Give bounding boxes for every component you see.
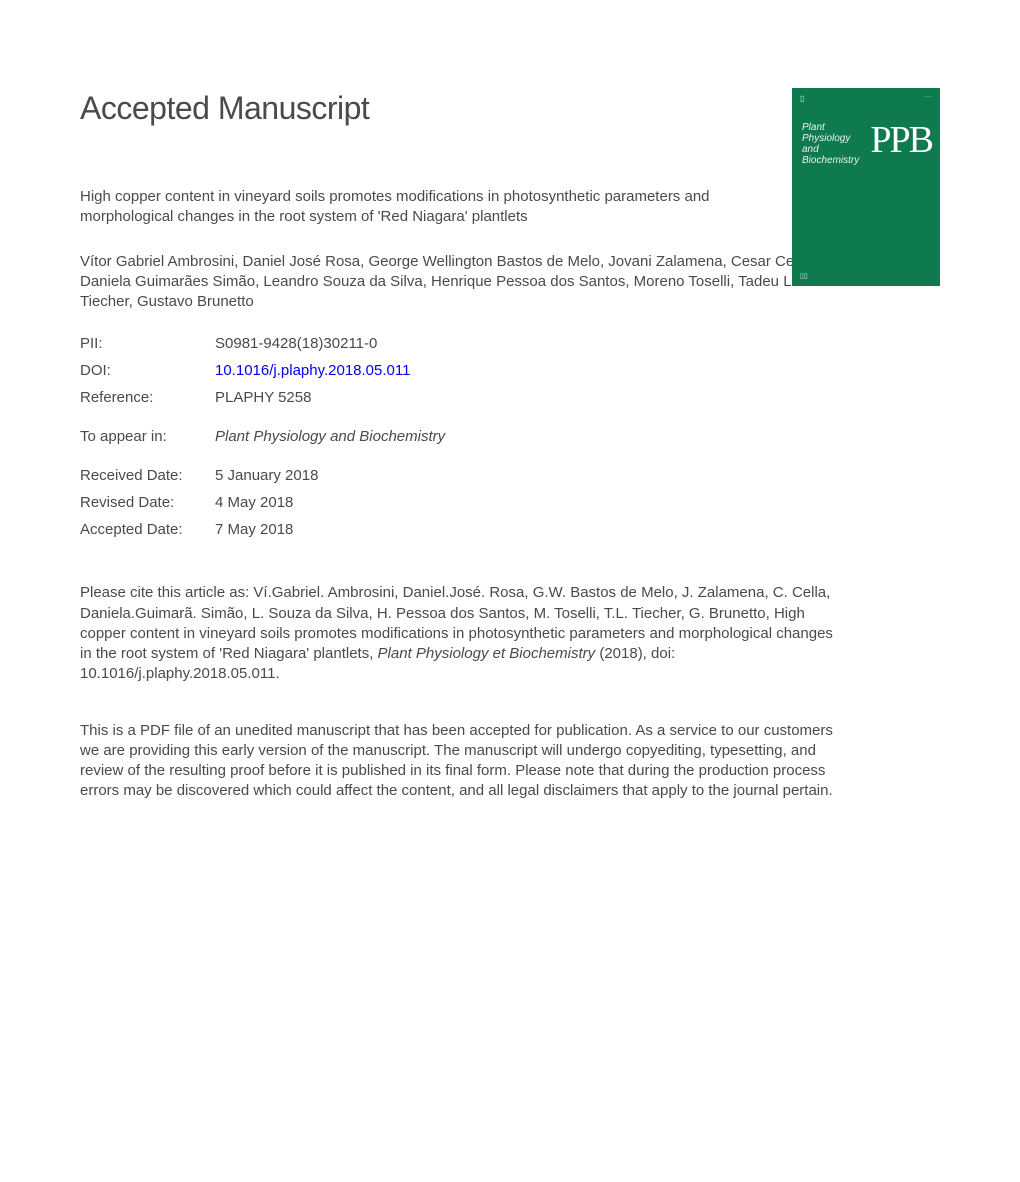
disclaimer-text: This is a PDF file of an unedited manusc… xyxy=(80,721,840,802)
meta-row-doi: DOI: 10.1016/j.plaphy.2018.05.011 xyxy=(80,357,445,384)
authors-list: Vítor Gabriel Ambrosini, Daniel José Ros… xyxy=(80,252,820,313)
cover-journal-title: Plant Physiology and Biochemistry xyxy=(802,122,859,166)
meta-row-reference: Reference: PLAPHY 5258 xyxy=(80,384,445,411)
meta-row-received: Received Date: 5 January 2018 xyxy=(80,462,445,489)
metadata-table: PII: S0981-9428(18)30211-0 DOI: 10.1016/… xyxy=(80,330,445,543)
doi-link[interactable]: 10.1016/j.plaphy.2018.05.011 xyxy=(215,362,410,379)
meta-label: To appear in: xyxy=(80,423,215,450)
cover-bottom-mark: ▯▯ xyxy=(800,272,808,280)
meta-value: 5 January 2018 xyxy=(215,462,445,489)
meta-label: Accepted Date: xyxy=(80,516,215,543)
publisher-logo: ▯ xyxy=(800,94,804,103)
cover-isbn-text: ···· xyxy=(924,94,932,100)
cover-title-line: and xyxy=(802,144,819,155)
cover-title-line: Biochemistry xyxy=(802,155,859,166)
meta-row-pii: PII: S0981-9428(18)30211-0 xyxy=(80,330,445,357)
article-title: High copper content in vineyard soils pr… xyxy=(80,187,720,228)
meta-label: Reference: xyxy=(80,384,215,411)
cover-title-line: Plant xyxy=(802,122,825,133)
meta-label: DOI: xyxy=(80,357,215,384)
meta-row-appear: To appear in: Plant Physiology and Bioch… xyxy=(80,423,445,450)
meta-value: Plant Physiology and Biochemistry xyxy=(215,423,445,450)
meta-label: Revised Date: xyxy=(80,489,215,516)
meta-label: Received Date: xyxy=(80,462,215,489)
meta-label: PII: xyxy=(80,330,215,357)
meta-value: 7 May 2018 xyxy=(215,516,445,543)
journal-cover-thumbnail: ▯ ···· Plant Physiology and Biochemistry… xyxy=(792,88,940,286)
meta-value: S0981-9428(18)30211-0 xyxy=(215,330,445,357)
meta-value: 4 May 2018 xyxy=(215,489,445,516)
cover-title-line: Physiology xyxy=(802,133,850,144)
meta-row-accepted: Accepted Date: 7 May 2018 xyxy=(80,516,445,543)
meta-value: PLAPHY 5258 xyxy=(215,384,445,411)
meta-row-revised: Revised Date: 4 May 2018 xyxy=(80,489,445,516)
cover-ppb-logo: PPB xyxy=(870,118,932,162)
citation-text: Please cite this article as: Ví.Gabriel.… xyxy=(80,583,840,684)
citation-journal: Plant Physiology et Biochemistry xyxy=(378,645,596,662)
